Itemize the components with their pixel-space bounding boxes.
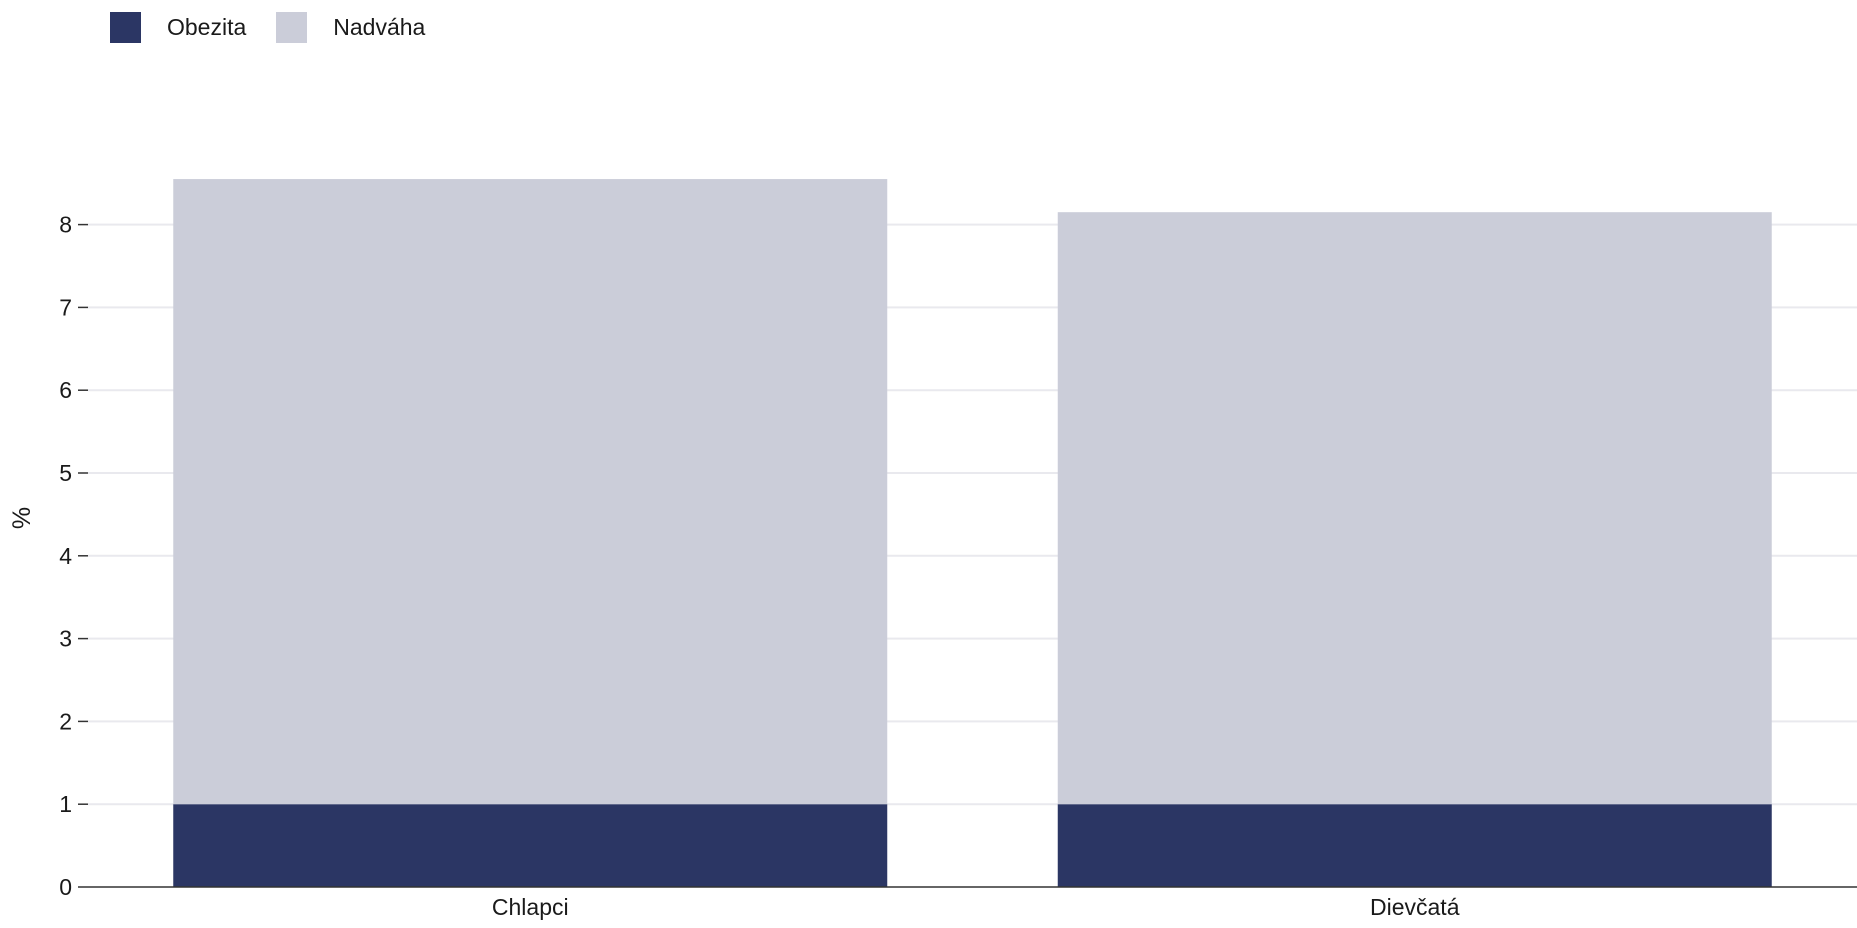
y-axis-ticks: 0 1 2 3 4 5 6 7 8 bbox=[59, 212, 88, 900]
y-tick-label-3: 3 bbox=[59, 626, 72, 652]
legend-swatch-obezita bbox=[110, 12, 141, 43]
x-tick-label-2: Dievčatá bbox=[1370, 894, 1460, 920]
y-tick-label-2: 2 bbox=[59, 708, 72, 734]
y-tick-label-0: 0 bbox=[59, 874, 72, 900]
bar-nadváha-2[interactable] bbox=[1057, 212, 1772, 805]
x-tick-label-1: Chlapci bbox=[492, 894, 569, 920]
legend-label-nadvaha: Nadváha bbox=[333, 14, 426, 40]
y-tick-label-1: 1 bbox=[59, 791, 72, 817]
legend-label-obezita: Obezita bbox=[167, 14, 247, 40]
bar-nadváha-1[interactable] bbox=[173, 179, 888, 805]
x-axis-ticks: Chlapci Dievčatá bbox=[492, 894, 1460, 920]
y-tick-label-7: 7 bbox=[59, 294, 72, 320]
bar-obezita-1[interactable] bbox=[173, 804, 888, 887]
bars bbox=[173, 179, 1772, 887]
y-tick-label-6: 6 bbox=[59, 377, 72, 403]
bar-obezita-2[interactable] bbox=[1057, 804, 1772, 887]
y-tick-label-5: 5 bbox=[59, 460, 72, 486]
y-tick-label-4: 4 bbox=[59, 543, 72, 569]
y-tick-label-8: 8 bbox=[59, 212, 72, 238]
legend-item-nadvaha[interactable]: Nadváha bbox=[276, 12, 425, 43]
legend-swatch-nadvaha bbox=[276, 12, 308, 43]
legend-item-obezita[interactable]: Obezita bbox=[110, 12, 246, 43]
legend: Obezita Nadváha bbox=[110, 12, 425, 43]
y-axis-title: % bbox=[8, 507, 36, 529]
